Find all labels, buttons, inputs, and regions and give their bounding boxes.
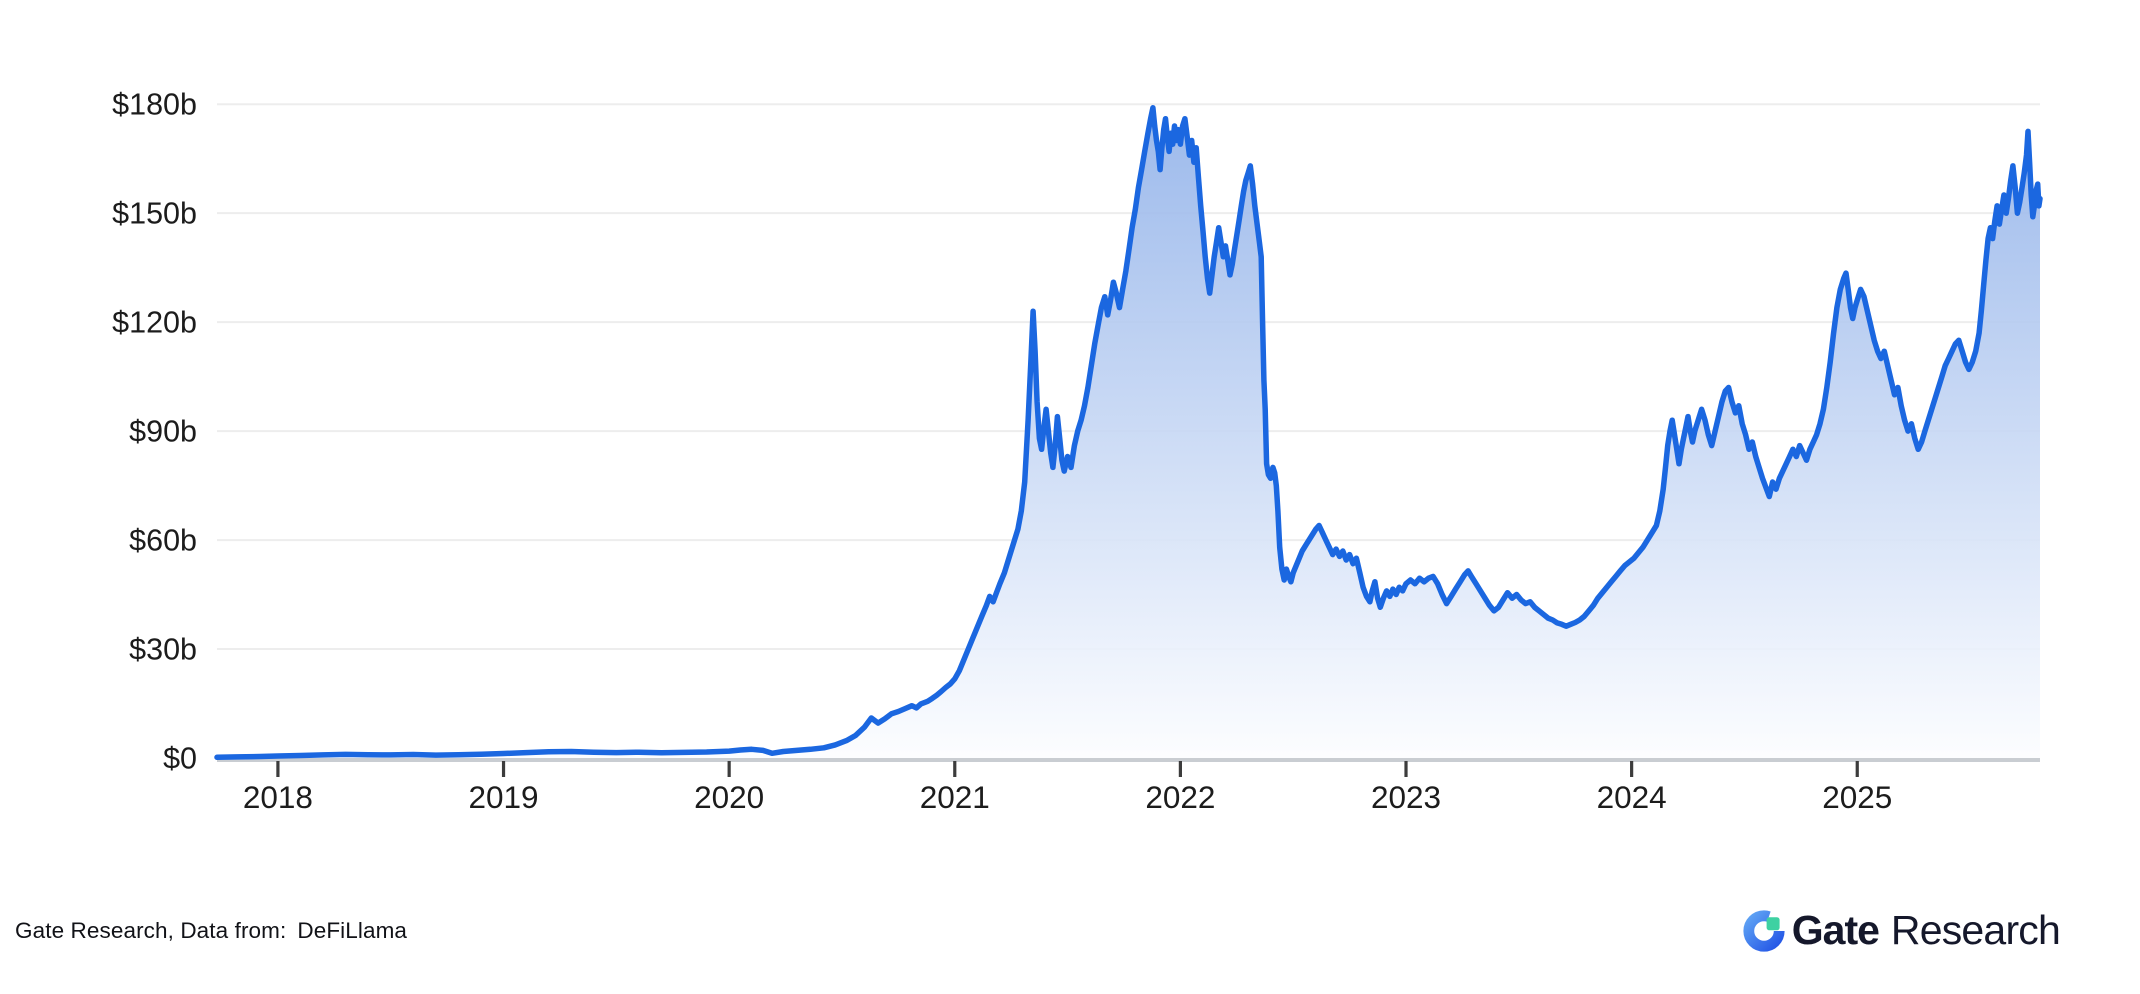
y-axis-label: $60b — [129, 524, 197, 558]
x-axis-label: 2023 — [1371, 779, 1441, 815]
source-note-label: Gate Research, Data from: — [15, 917, 287, 943]
y-axis-label: $120b — [112, 306, 197, 340]
y-axis-label: $0 — [163, 742, 197, 776]
logo-suffix-text: Research — [1890, 907, 2061, 953]
footer: Gate Research, Data from: DeFiLlama Gate … — [0, 893, 2140, 968]
gate-ring — [1743, 909, 1785, 952]
gate-green-square — [1766, 916, 1780, 930]
tvl-area — [217, 107, 2040, 759]
tvl-line — [214, 105, 2043, 761]
source-note-source: DeFiLlama — [297, 917, 408, 943]
logo-brand-text: Gate — [1791, 907, 1880, 953]
x-axis-label: 2025 — [1822, 779, 1892, 815]
tvl-area-chart: $0 $30b $60b $90b $120b $150b $180b 2018 2019 202… — [112, 88, 2043, 815]
x-axis-label: 2018 — [243, 779, 313, 815]
y-axis-label: $150b — [112, 197, 197, 231]
y-axis-label: $90b — [129, 415, 197, 449]
x-axis-label: 2021 — [920, 779, 990, 815]
chart-canvas: $0 $30b $60b $90b $120b $150b $180b 2018 2019 202… — [112, 88, 2043, 815]
x-axis-label: 2019 — [468, 779, 538, 815]
source-note: Gate Research, Data from: DeFiLlama — [15, 918, 407, 944]
x-axis-label: 2024 — [1597, 779, 1667, 815]
gate-logo-icon — [1743, 909, 1785, 952]
y-axis-label: $30b — [129, 633, 197, 667]
x-axis-label: 2020 — [694, 779, 764, 815]
y-axis-label: $180b — [112, 88, 197, 122]
x-axis-label: 2022 — [1145, 779, 1215, 815]
gate-research-logo: Gate Research — [1743, 907, 2061, 953]
